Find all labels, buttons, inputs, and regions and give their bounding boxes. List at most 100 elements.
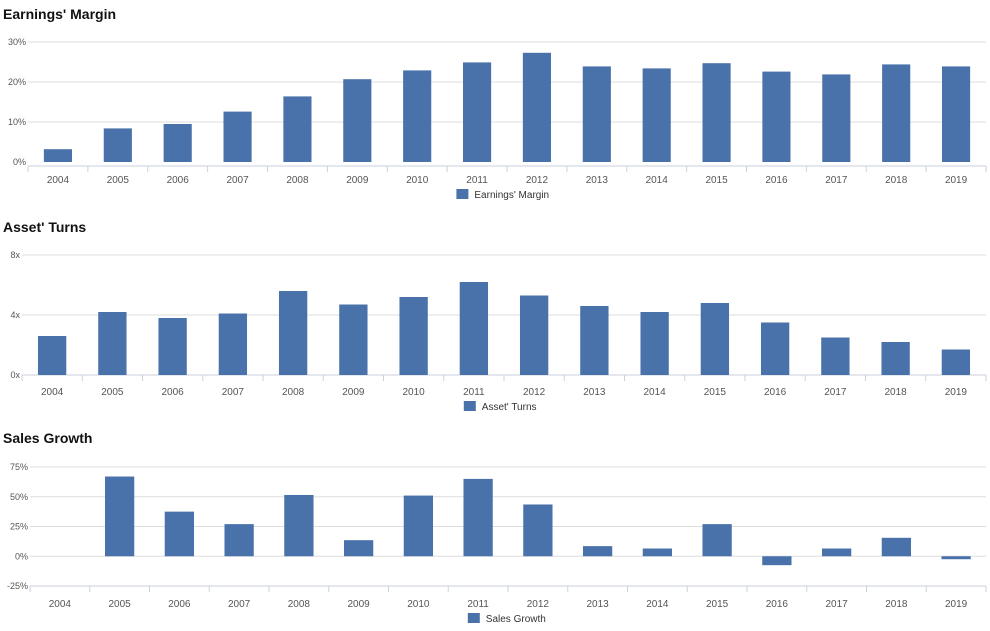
sales-growth-bar-2012 [523, 504, 553, 557]
earnings-margin-y-tick-label: 30% [8, 37, 26, 47]
sales-growth-y-tick-label: 75% [10, 462, 28, 472]
earnings-margin-y-tick-label: 10% [8, 117, 26, 127]
earnings-margin-x-tick-label: 2006 [167, 175, 190, 186]
asset-turns-x-tick-label: 2016 [764, 387, 787, 398]
sales-growth-x-tick-label: 2006 [168, 599, 191, 610]
asset-turns-x-tick-label: 2018 [885, 387, 908, 398]
sales-growth-bar-2019 [941, 556, 971, 560]
earnings-margin-x-tick-label: 2005 [107, 175, 130, 186]
asset-turns-bar-2014 [640, 312, 669, 375]
asset-turns-x-tick-label: 2007 [222, 387, 245, 398]
sales-growth-chart: -25% 0% 25% 50% 75% 2004 2005 2006 2007 2008 2009 2… [7, 462, 987, 625]
earnings-margin-bar-2018 [882, 64, 911, 162]
asset-turns-bar-2007 [218, 313, 248, 375]
earnings-margin-x-tick-label: 2007 [226, 175, 249, 186]
asset-turns-x-tick-label: 2012 [523, 387, 546, 398]
earnings-margin-bar-2019 [941, 66, 971, 162]
sales-growth-x-tick-label: 2018 [885, 599, 908, 610]
asset-turns-bar-2015 [700, 303, 730, 375]
earnings-margin-bar-2013 [582, 66, 611, 162]
sales-growth-bar-2017 [821, 548, 852, 557]
asset-turns-x-tick-label: 2010 [403, 387, 426, 398]
earnings-margin-y-tick-label: 0% [13, 157, 26, 167]
sales-growth-y-tick-label: 0% [15, 551, 28, 561]
sales-growth-bar-2007 [224, 524, 254, 557]
asset-turns-bar-2004 [37, 336, 67, 375]
earnings-margin-bar-2004 [43, 149, 73, 162]
asset-turns-bar-2012 [519, 295, 549, 375]
asset-turns-x-tick-label: 2008 [282, 387, 305, 398]
earnings-margin-panel: Earnings' Margin 0% 10% 20% 30% 2004 2005 2006… [0, 0, 990, 212]
earnings-margin-x-tick-label: 2011 [466, 175, 488, 186]
asset-turns-legend-label: Asset' Turns [482, 402, 537, 413]
sales-growth-bar-2008 [284, 494, 314, 557]
earnings-margin-x-tick-label: 2014 [646, 175, 669, 186]
asset-turns-x-tick-label: 2011 [463, 387, 485, 398]
asset-turns-chart: 0x 4x 8x 2004 2005 2006 2007 2008 2009 2010 2011 20… [10, 250, 987, 413]
sales-growth-x-tick-label: 2016 [766, 599, 789, 610]
earnings-margin-bar-2014 [642, 68, 671, 162]
sales-growth-x-tick-label: 2017 [826, 599, 849, 610]
earnings-margin-bar-2007 [223, 111, 252, 162]
earnings-margin-bar-2017 [822, 74, 851, 162]
sales-growth-y-tick-label: 25% [10, 522, 28, 532]
earnings-margin-bar-2015 [702, 63, 731, 163]
earnings-margin-x-tick-label: 2009 [346, 175, 369, 186]
sales-growth-x-tick-label: 2009 [348, 599, 371, 610]
asset-turns-y-tick-label: 8x [10, 250, 20, 260]
asset-turns-x-tick-label: 2019 [945, 387, 968, 398]
sales-growth-x-tick-label: 2004 [49, 599, 72, 610]
earnings-margin-x-tick-label: 2012 [526, 175, 549, 186]
asset-turns-bar-2010 [399, 297, 428, 375]
sales-growth-bar-2006 [164, 511, 195, 557]
earnings-margin-x-tick-label: 2015 [705, 175, 728, 186]
earnings-margin-bar-2005 [103, 128, 132, 162]
sales-growth-x-tick-label: 2005 [109, 599, 132, 610]
sales-growth-x-tick-label: 2015 [706, 599, 729, 610]
asset-turns-bar-2017 [821, 337, 850, 375]
sales-growth-x-tick-label: 2007 [228, 599, 251, 610]
sales-growth-x-tick-label: 2014 [646, 599, 669, 610]
earnings-margin-x-tick-label: 2018 [885, 175, 908, 186]
sales-growth-bar-2009 [343, 540, 374, 557]
asset-turns-y-tick-label: 0x [10, 370, 20, 380]
earnings-margin-bar-2009 [343, 79, 372, 162]
earnings-margin-x-tick-label: 2008 [286, 175, 309, 186]
sales-growth-legend-label: Sales Growth [486, 614, 546, 625]
sales-growth-title: Sales Growth [3, 430, 93, 446]
sales-growth-bar-2005 [104, 476, 135, 557]
asset-turns-bar-2016 [760, 322, 790, 375]
earnings-margin-x-tick-label: 2016 [765, 175, 788, 186]
sales-growth-bar-2015 [702, 524, 732, 557]
sales-growth-x-tick-label: 2011 [467, 599, 489, 610]
asset-turns-panel: Asset' Turns 0x 4x 8x 2004 2005 2006 2007 2008 2… [0, 212, 990, 424]
earnings-margin-x-tick-label: 2013 [586, 175, 609, 186]
sales-growth-panel: Sales Growth -25% 0% 25% 50% 75% 2004 2005 2006… [0, 424, 990, 631]
sales-growth-bar-2016 [762, 556, 792, 566]
earnings-margin-bar-2012 [522, 52, 552, 162]
earnings-margin-bar-2008 [283, 96, 312, 162]
asset-turns-x-tick-label: 2009 [342, 387, 365, 398]
earnings-margin-x-tick-label: 2004 [47, 175, 70, 186]
sales-growth-x-tick-label: 2010 [407, 599, 430, 610]
earnings-margin-x-tick-label: 2010 [406, 175, 429, 186]
asset-turns-bar-2009 [339, 304, 368, 375]
sales-growth-x-tick-label: 2012 [527, 599, 550, 610]
earnings-margin-title: Earnings' Margin [3, 6, 117, 22]
sales-growth-bar-2010 [403, 495, 434, 557]
earnings-margin-x-tick-label: 2017 [825, 175, 848, 186]
earnings-margin-bar-2010 [403, 70, 432, 162]
asset-turns-bar-2019 [941, 349, 971, 375]
asset-turns-x-tick-label: 2006 [162, 387, 185, 398]
earnings-margin-bar-2011 [462, 62, 492, 162]
earnings-margin-x-tick-label: 2019 [945, 175, 968, 186]
earnings-margin-bar-2006 [163, 124, 192, 162]
asset-turns-title: Asset' Turns [3, 219, 87, 235]
sales-growth-x-tick-label: 2019 [945, 599, 968, 610]
sales-growth-bar-2014 [642, 548, 673, 557]
earnings-margin-legend-label: Earnings' Margin [474, 190, 549, 201]
sales-growth-bar-2013 [582, 546, 613, 557]
asset-turns-bar-2018 [881, 342, 910, 375]
asset-turns-bar-2006 [158, 318, 187, 375]
asset-turns-x-tick-label: 2014 [644, 387, 667, 398]
